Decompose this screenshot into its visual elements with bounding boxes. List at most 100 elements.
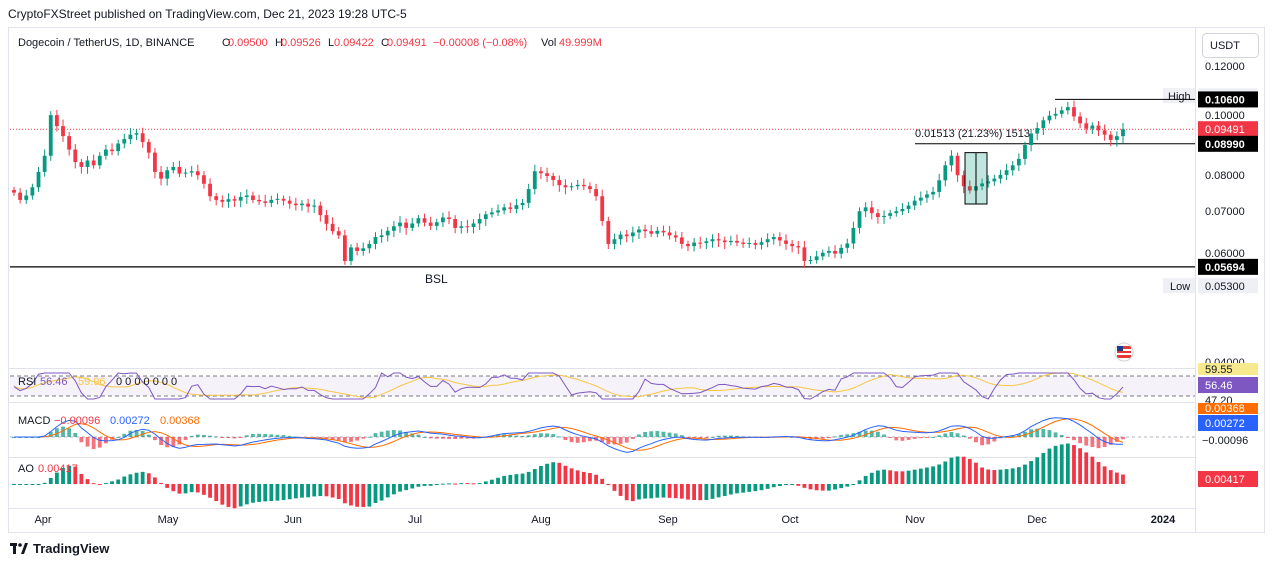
- macd-hist-bar: [906, 437, 911, 440]
- ao-bar: [569, 468, 574, 484]
- candle: [1004, 170, 1009, 175]
- candle: [1078, 116, 1083, 124]
- candle: [36, 171, 41, 188]
- macd-hist-bar: [422, 436, 427, 438]
- macd-hist-bar: [104, 437, 108, 444]
- ao-bar: [876, 470, 880, 484]
- macd-hist-bar: [1016, 433, 1021, 437]
- ao-label: AO: [18, 463, 34, 475]
- candle: [906, 205, 911, 209]
- macd-value-tag-bg: [1198, 415, 1258, 431]
- candle: [563, 185, 568, 188]
- time-tick-label: Apr: [34, 514, 51, 526]
- macd-hist-bar: [833, 436, 837, 438]
- ao-bar: [765, 484, 770, 489]
- macd-hist-bar: [943, 433, 948, 437]
- candle: [698, 242, 703, 244]
- candle: [869, 207, 874, 214]
- candle: [422, 218, 427, 223]
- candle: [624, 234, 629, 237]
- macd-hist-bar: [575, 437, 580, 443]
- ao-bar: [992, 470, 997, 484]
- ao-bar: [967, 458, 972, 484]
- candle: [630, 232, 635, 237]
- ao-bar: [1035, 457, 1040, 484]
- candle: [759, 242, 764, 245]
- ao-bar: [869, 472, 874, 484]
- rsi-value-tag-bg: [1198, 377, 1258, 393]
- candle: [1010, 165, 1015, 171]
- macd-hist-bar: [790, 436, 795, 438]
- ao-bar: [391, 484, 396, 495]
- candle: [1090, 125, 1095, 129]
- candle: [998, 174, 1003, 179]
- ao-bar: [594, 474, 598, 484]
- macd-hist-bar: [1114, 437, 1119, 442]
- rsi-value: 56.46: [40, 376, 68, 388]
- candle: [367, 243, 372, 249]
- price-tick-label: 0.12000: [1205, 61, 1245, 73]
- ao-bar: [539, 466, 543, 484]
- macd-hist-bar: [937, 435, 942, 437]
- candle: [281, 198, 286, 201]
- candle: [679, 237, 684, 244]
- ao-bar: [398, 484, 402, 492]
- ao-bar: [704, 484, 709, 500]
- legend-vol-value: 49.999M: [559, 37, 602, 49]
- candle: [312, 205, 317, 207]
- candle: [600, 196, 605, 222]
- candle: [208, 183, 212, 197]
- ao-bar: [355, 484, 360, 507]
- ao-bar: [269, 484, 274, 502]
- resistance-tag: 0.10600: [1205, 94, 1245, 106]
- candle: [606, 221, 611, 244]
- macd-hist-bar: [532, 434, 537, 437]
- macd-hist-bar: [183, 437, 188, 440]
- macd-hist-bar: [974, 437, 978, 443]
- ao-bar: [134, 472, 139, 484]
- macd-hist-bar: [177, 437, 182, 445]
- macd-hist-bar: [1084, 437, 1089, 446]
- tradingview-logo[interactable]: TradingView: [10, 541, 109, 556]
- ao-bar: [777, 484, 782, 487]
- macd-hist-bar: [146, 434, 151, 437]
- candle: [649, 231, 654, 234]
- ao-bar: [471, 483, 476, 485]
- candle: [569, 186, 574, 188]
- ao-bar: [747, 484, 752, 492]
- ao-bar: [637, 484, 641, 500]
- ao-bar: [851, 484, 856, 485]
- ao-bar: [906, 470, 911, 484]
- macd-hist-bar: [312, 437, 317, 438]
- rsi-band: [10, 376, 1195, 396]
- candle: [496, 210, 500, 213]
- ao-bar: [931, 466, 935, 484]
- candle: [967, 186, 972, 191]
- macd-hist-bar: [1096, 437, 1101, 449]
- candle: [238, 196, 243, 201]
- candle: [851, 227, 856, 244]
- candle: [220, 199, 225, 202]
- ao-bar: [1096, 462, 1101, 484]
- macd-hist-bar: [1053, 432, 1058, 437]
- ao-bar: [202, 484, 206, 495]
- price-tick-label: 0.10000: [1205, 110, 1245, 122]
- ao-bar: [361, 484, 366, 508]
- ao-bar: [643, 484, 647, 499]
- ao-bar: [1059, 444, 1064, 484]
- candle: [808, 260, 813, 262]
- candle: [545, 173, 549, 176]
- candle: [514, 205, 519, 209]
- macd-hist-bar: [869, 430, 874, 437]
- ao-bar: [900, 471, 905, 484]
- macd-hist-bar: [876, 431, 880, 437]
- candle: [404, 222, 409, 228]
- ao-bar: [214, 484, 219, 502]
- candle: [986, 181, 991, 184]
- candle: [226, 199, 231, 202]
- ao-bar: [91, 483, 96, 485]
- ao-bar: [759, 484, 764, 491]
- macd-hist-bar: [624, 437, 629, 443]
- macd-hist-bar: [496, 434, 500, 437]
